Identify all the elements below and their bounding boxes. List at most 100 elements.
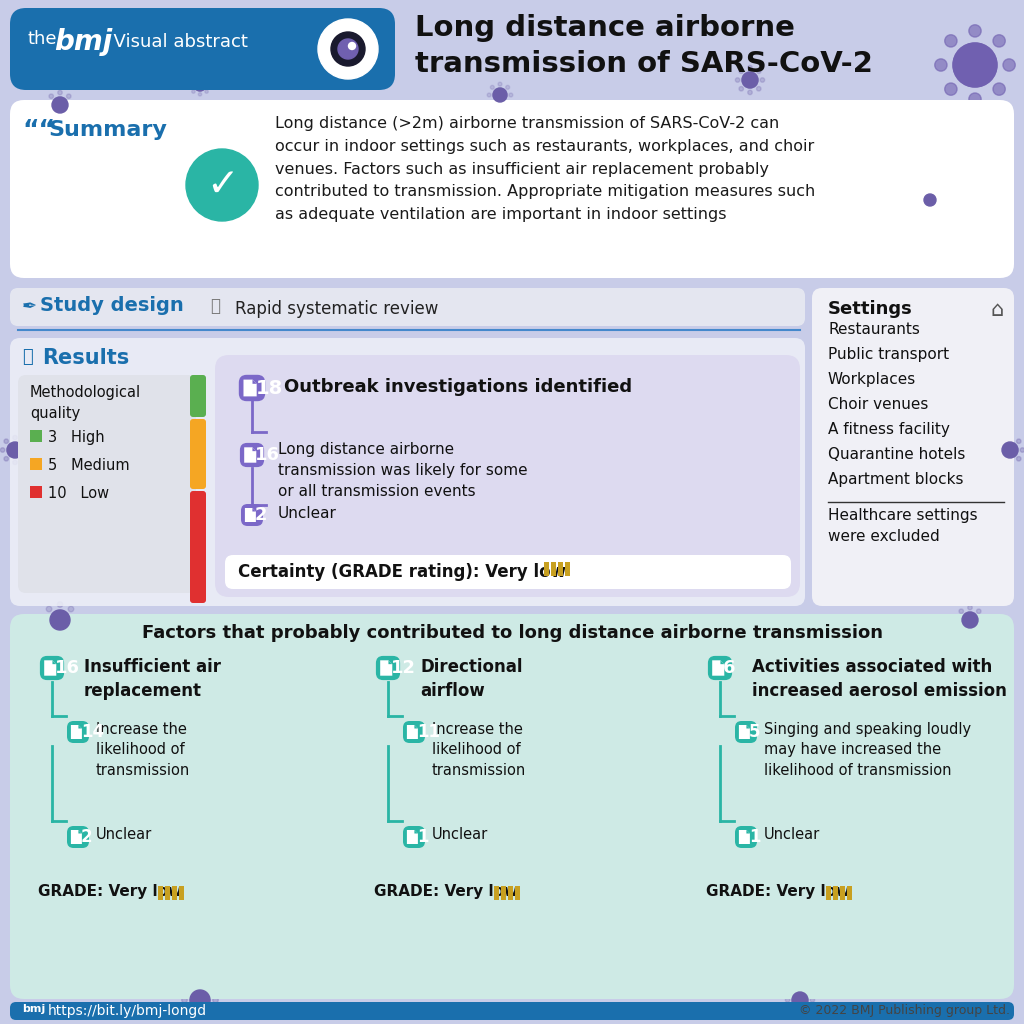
Circle shape [493, 88, 507, 102]
FancyBboxPatch shape [735, 826, 757, 848]
Circle shape [0, 447, 5, 453]
FancyBboxPatch shape [403, 721, 425, 743]
Text: Insufficient air
replacement: Insufficient air replacement [84, 658, 221, 699]
Circle shape [186, 1009, 191, 1014]
FancyBboxPatch shape [708, 656, 732, 680]
FancyBboxPatch shape [10, 100, 1014, 278]
Text: GRADE: Very low: GRADE: Very low [38, 884, 182, 899]
Circle shape [938, 199, 941, 202]
Text: Unclear: Unclear [764, 827, 820, 842]
Circle shape [506, 85, 510, 89]
Text: 11: 11 [417, 723, 440, 741]
Circle shape [929, 189, 932, 193]
Circle shape [73, 617, 78, 623]
FancyBboxPatch shape [376, 656, 400, 680]
Text: 10   Low: 10 Low [48, 486, 110, 501]
Circle shape [969, 93, 981, 105]
Circle shape [199, 74, 202, 78]
Circle shape [748, 90, 753, 94]
Circle shape [757, 87, 761, 91]
FancyBboxPatch shape [40, 656, 65, 680]
Circle shape [42, 617, 47, 623]
Circle shape [490, 85, 495, 89]
Circle shape [67, 112, 71, 116]
Circle shape [338, 39, 358, 59]
Text: © 2022 BMJ Publishing group Ltd.: © 2022 BMJ Publishing group Ltd. [799, 1004, 1010, 1017]
Circle shape [52, 97, 68, 113]
Text: the: the [28, 30, 57, 48]
Circle shape [12, 435, 17, 440]
Circle shape [788, 1007, 794, 1011]
Polygon shape [746, 725, 750, 728]
Circle shape [208, 1009, 214, 1014]
Text: 16: 16 [255, 446, 281, 464]
Circle shape [50, 610, 70, 630]
FancyBboxPatch shape [241, 504, 263, 526]
Circle shape [181, 997, 187, 1002]
Circle shape [213, 997, 218, 1002]
Text: 1: 1 [749, 828, 761, 846]
Circle shape [807, 1007, 811, 1011]
Circle shape [935, 205, 938, 208]
Circle shape [198, 982, 203, 987]
FancyBboxPatch shape [239, 375, 265, 401]
Circle shape [922, 191, 925, 196]
Circle shape [999, 457, 1004, 461]
Text: GRADE: Very low: GRADE: Very low [374, 884, 518, 899]
Circle shape [993, 83, 1006, 95]
Circle shape [7, 442, 23, 458]
Circle shape [935, 58, 947, 71]
Polygon shape [244, 447, 256, 463]
Text: Apartment blocks: Apartment blocks [828, 472, 964, 487]
Circle shape [1008, 435, 1013, 440]
Polygon shape [44, 660, 56, 676]
Circle shape [757, 69, 761, 74]
Circle shape [194, 79, 206, 91]
Circle shape [509, 93, 513, 97]
FancyBboxPatch shape [403, 826, 425, 848]
Circle shape [1017, 439, 1021, 443]
Text: Long distance (>2m) airborne transmission of SARS-CoV-2 can
occur in indoor sett: Long distance (>2m) airborne transmissio… [275, 116, 815, 222]
Text: Quarantine hotels: Quarantine hotels [828, 447, 966, 462]
Text: GRADE: Very low: GRADE: Very low [706, 884, 850, 899]
Circle shape [792, 992, 808, 1008]
FancyBboxPatch shape [10, 8, 395, 90]
FancyBboxPatch shape [67, 826, 89, 848]
Circle shape [962, 612, 978, 628]
Bar [30, 458, 42, 470]
Circle shape [953, 43, 997, 87]
Circle shape [331, 32, 365, 66]
Circle shape [12, 460, 17, 465]
Circle shape [71, 102, 75, 108]
Circle shape [919, 199, 923, 202]
Circle shape [999, 439, 1004, 443]
Circle shape [1020, 447, 1024, 453]
Circle shape [46, 628, 52, 634]
FancyBboxPatch shape [190, 419, 206, 489]
Text: Activities associated with
increased aerosol emission: Activities associated with increased aer… [752, 658, 1007, 699]
Circle shape [955, 617, 959, 623]
Circle shape [198, 1013, 203, 1018]
Circle shape [924, 194, 936, 206]
Circle shape [977, 609, 981, 613]
Polygon shape [79, 725, 82, 728]
Text: 5   Medium: 5 Medium [48, 458, 130, 473]
Text: Directional
airflow: Directional airflow [420, 658, 522, 699]
Polygon shape [252, 508, 256, 512]
Text: Methodological
quality: Methodological quality [30, 385, 141, 421]
Text: transmission of SARS-CoV-2: transmission of SARS-CoV-2 [415, 50, 872, 78]
FancyBboxPatch shape [10, 614, 1014, 999]
FancyBboxPatch shape [735, 721, 757, 743]
Polygon shape [746, 830, 750, 834]
Circle shape [924, 194, 936, 206]
FancyBboxPatch shape [215, 355, 800, 597]
Text: 🔍: 🔍 [210, 297, 220, 315]
Circle shape [922, 205, 925, 208]
Polygon shape [244, 380, 257, 396]
Text: A fitness facility: A fitness facility [828, 422, 950, 437]
Circle shape [748, 66, 753, 70]
Polygon shape [415, 830, 418, 834]
Text: ⌂: ⌂ [991, 300, 1004, 319]
Polygon shape [71, 725, 82, 739]
Text: Unclear: Unclear [278, 506, 337, 521]
